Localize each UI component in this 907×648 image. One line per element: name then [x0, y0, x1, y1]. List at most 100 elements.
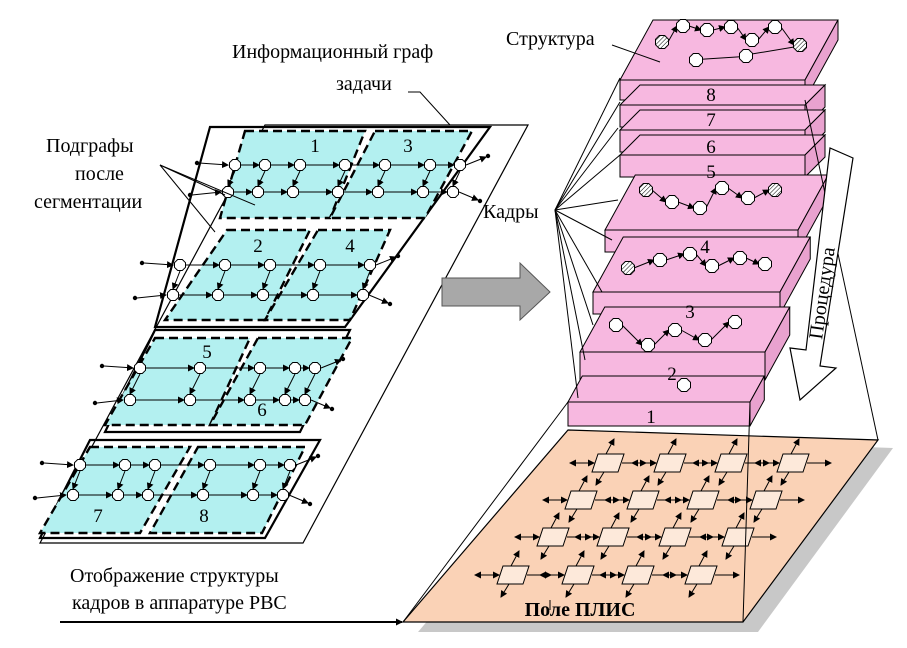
- fpga-link: [630, 508, 640, 523]
- graph-node: [277, 489, 289, 501]
- projection-line: [804, 99, 879, 441]
- graph-node: [174, 259, 186, 271]
- fpga-cell: [714, 453, 748, 473]
- graph-node: [609, 318, 623, 332]
- mapping-label-1: Отображение структуры: [70, 565, 279, 587]
- graph-node: [454, 159, 466, 171]
- graph-edge: [261, 270, 271, 290]
- segment-number: 2: [253, 236, 263, 257]
- fpga-cell: [684, 565, 718, 585]
- graph-node: [134, 362, 146, 374]
- graph-node: [299, 394, 311, 406]
- graph-edge: [745, 257, 760, 265]
- segment-number: 1: [310, 136, 320, 157]
- frame-top: [618, 84, 827, 106]
- graph-edge: [465, 155, 487, 166]
- fpga-link: [540, 545, 550, 560]
- task-graph-panel: 1 2 3 4 5 6 7 8: [32, 124, 530, 544]
- graph-edge: [71, 470, 81, 490]
- fpga-link: [640, 475, 650, 492]
- fpga-link: [672, 512, 682, 529]
- graph-terminal: [477, 198, 483, 204]
- graph-edge: [780, 26, 795, 46]
- graph-edge: [43, 461, 74, 469]
- frame-number: 8: [706, 85, 716, 106]
- frame-graph: [639, 181, 782, 215]
- fpga-field: Поле ПЛИС: [401, 429, 893, 632]
- graph-edge: [705, 187, 717, 209]
- graph-edge: [677, 201, 695, 210]
- graph-edge: [458, 191, 479, 201]
- callout-lines: [159, 44, 661, 610]
- frames-stack: 1 2 3 4 5 6 7 8: [402, 19, 879, 623]
- graph-edge: [667, 25, 678, 43]
- graph-edge: [201, 470, 211, 490]
- graph-node: [254, 362, 266, 374]
- graph-node: [745, 33, 759, 47]
- fpga-link: [500, 583, 510, 598]
- graph-edge: [295, 455, 317, 466]
- frame-front: [567, 401, 751, 427]
- fpga-link: [657, 471, 667, 486]
- fpga-link: [565, 583, 575, 598]
- graph-terminal: [307, 501, 313, 507]
- graph-node: [364, 259, 376, 271]
- fpga-link: [635, 550, 645, 567]
- frame-top: [567, 375, 766, 403]
- fpga-cell: [564, 490, 598, 510]
- graph-node: [621, 261, 635, 275]
- fpga-link: [698, 550, 708, 567]
- fpga-link: [625, 583, 635, 598]
- fpga-link: [718, 471, 728, 486]
- graph-edge: [189, 373, 201, 395]
- fpga-link: [725, 545, 735, 560]
- fpga-link: [753, 508, 763, 523]
- graph-node: [655, 35, 669, 49]
- graph-edge: [36, 492, 67, 500]
- fpga-cell: [596, 527, 630, 547]
- task-graph-frame: [38, 124, 530, 544]
- graph-edge: [129, 373, 141, 395]
- graph-edge: [216, 270, 226, 290]
- graph-node: [74, 459, 86, 471]
- graph-terminal: [32, 495, 38, 501]
- graph-node: [705, 259, 719, 273]
- graph-edge: [710, 321, 730, 341]
- graph-node: [639, 183, 653, 197]
- graph-node: [641, 338, 655, 352]
- graph-edge: [633, 258, 655, 269]
- graph-node: [758, 257, 772, 271]
- graph-edge: [695, 253, 707, 267]
- graph-terminal: [39, 460, 45, 466]
- graph-edge: [249, 373, 261, 395]
- graph-edge: [665, 252, 685, 261]
- graph-edge: [375, 255, 397, 266]
- graph-edge: [727, 187, 743, 199]
- frame-graph: [655, 19, 807, 67]
- fpga-link: [578, 475, 588, 492]
- frame-number: 3: [685, 302, 695, 323]
- graph-edge: [171, 270, 181, 290]
- transfer-arrow-icon: [441, 261, 551, 322]
- frame-graph: [609, 315, 742, 352]
- graph-node: [247, 489, 259, 501]
- graph-node: [424, 159, 436, 171]
- fpga-cell: [749, 490, 783, 510]
- fpga-link: [610, 512, 620, 529]
- graph-edge: [320, 358, 342, 369]
- graph-terminal: [395, 253, 401, 259]
- fpga-cell: [591, 453, 625, 473]
- fpga-link: [568, 508, 578, 523]
- frame-number: 7: [706, 110, 716, 131]
- graph-node: [739, 49, 753, 63]
- graph-node: [264, 259, 276, 271]
- graph-node: [379, 159, 391, 171]
- fpga-cell: [653, 453, 687, 473]
- structure-label: Структура: [506, 28, 595, 50]
- graph-node: [307, 289, 319, 301]
- info-graph-label-1: Информационный граф: [232, 41, 433, 63]
- projection-line: [742, 401, 751, 623]
- graph-node: [741, 191, 755, 205]
- graph-edge: [736, 26, 747, 41]
